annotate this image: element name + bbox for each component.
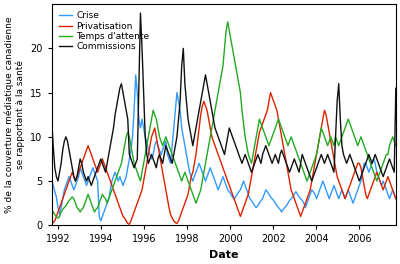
Temps d'attente [194, 201, 198, 205]
Commissions [363, 162, 368, 165]
Commissions [174, 135, 179, 138]
Temps d'attente [49, 208, 54, 211]
Commissions [297, 171, 302, 174]
Temps d'attente [127, 135, 132, 138]
Privatisation [127, 223, 132, 226]
Crise [133, 73, 138, 77]
Line: Privatisation: Privatisation [52, 93, 396, 224]
Privatisation [94, 166, 98, 169]
Crise [98, 219, 103, 222]
Privatisation [173, 221, 178, 224]
Crise [49, 178, 54, 181]
Privatisation [394, 197, 398, 200]
Commissions [95, 166, 100, 169]
Crise [94, 175, 98, 178]
Crise [363, 162, 368, 165]
Commissions [89, 184, 94, 187]
Y-axis label: % de la couverture médiatique canadienne
se rapportant à la santé: % de la couverture médiatique canadienne… [4, 16, 25, 213]
Privatisation [194, 153, 198, 156]
Temps d'attente [95, 206, 100, 209]
Commissions [49, 117, 54, 121]
Commissions [127, 153, 132, 156]
Privatisation [363, 193, 368, 196]
Line: Commissions: Commissions [52, 13, 396, 185]
Legend: Crise, Privatisation, Temps d'attente, Commissions: Crise, Privatisation, Temps d'attente, C… [56, 9, 152, 54]
Crise [174, 91, 179, 94]
Temps d'attente [173, 162, 178, 165]
X-axis label: Date: Date [209, 250, 238, 260]
Privatisation [49, 222, 54, 225]
Privatisation [297, 210, 302, 214]
Commissions [195, 117, 200, 121]
Crise [394, 197, 398, 200]
Commissions [394, 87, 398, 90]
Line: Crise: Crise [52, 75, 396, 221]
Temps d'attente [394, 144, 398, 147]
Temps d'attente [225, 20, 230, 23]
Crise [127, 157, 132, 161]
Temps d'attente [297, 157, 302, 161]
Temps d'attente [56, 216, 60, 220]
Temps d'attente [363, 148, 368, 152]
Crise [195, 166, 200, 169]
Crise [297, 195, 302, 199]
Privatisation [125, 222, 130, 225]
Privatisation [268, 91, 273, 94]
Line: Temps d'attente: Temps d'attente [52, 22, 396, 218]
Commissions [138, 11, 143, 15]
